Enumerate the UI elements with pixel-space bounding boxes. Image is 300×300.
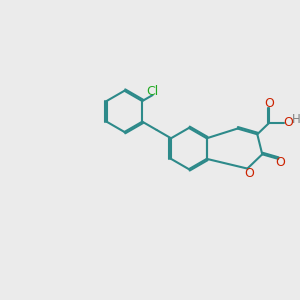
Text: O: O xyxy=(283,116,293,129)
Text: O: O xyxy=(244,167,254,180)
Text: O: O xyxy=(275,156,285,170)
Text: Cl: Cl xyxy=(147,85,159,98)
Text: O: O xyxy=(264,98,274,110)
Text: H: H xyxy=(292,112,300,125)
